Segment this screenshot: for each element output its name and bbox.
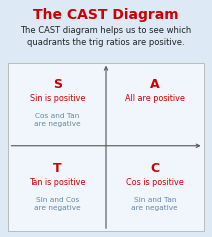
Text: Cos and Tan
are negative: Cos and Tan are negative	[34, 113, 81, 127]
Text: Sin is positive: Sin is positive	[29, 94, 85, 103]
FancyBboxPatch shape	[8, 63, 204, 231]
Text: The CAST Diagram: The CAST Diagram	[33, 8, 179, 23]
Text: Cos is positive: Cos is positive	[126, 178, 184, 187]
Text: All are positive: All are positive	[125, 94, 185, 103]
Text: Sin and Cos
are negative: Sin and Cos are negative	[34, 197, 81, 211]
Text: T: T	[53, 162, 61, 175]
Text: A: A	[150, 78, 160, 91]
Text: Tan is positive: Tan is positive	[29, 178, 85, 187]
Text: Sin and Tan
are negative: Sin and Tan are negative	[131, 197, 178, 211]
Text: C: C	[150, 162, 159, 175]
Text: S: S	[53, 78, 62, 91]
Text: The CAST diagram helps us to see which
quadrants the trig ratios are positive.: The CAST diagram helps us to see which q…	[20, 26, 192, 47]
